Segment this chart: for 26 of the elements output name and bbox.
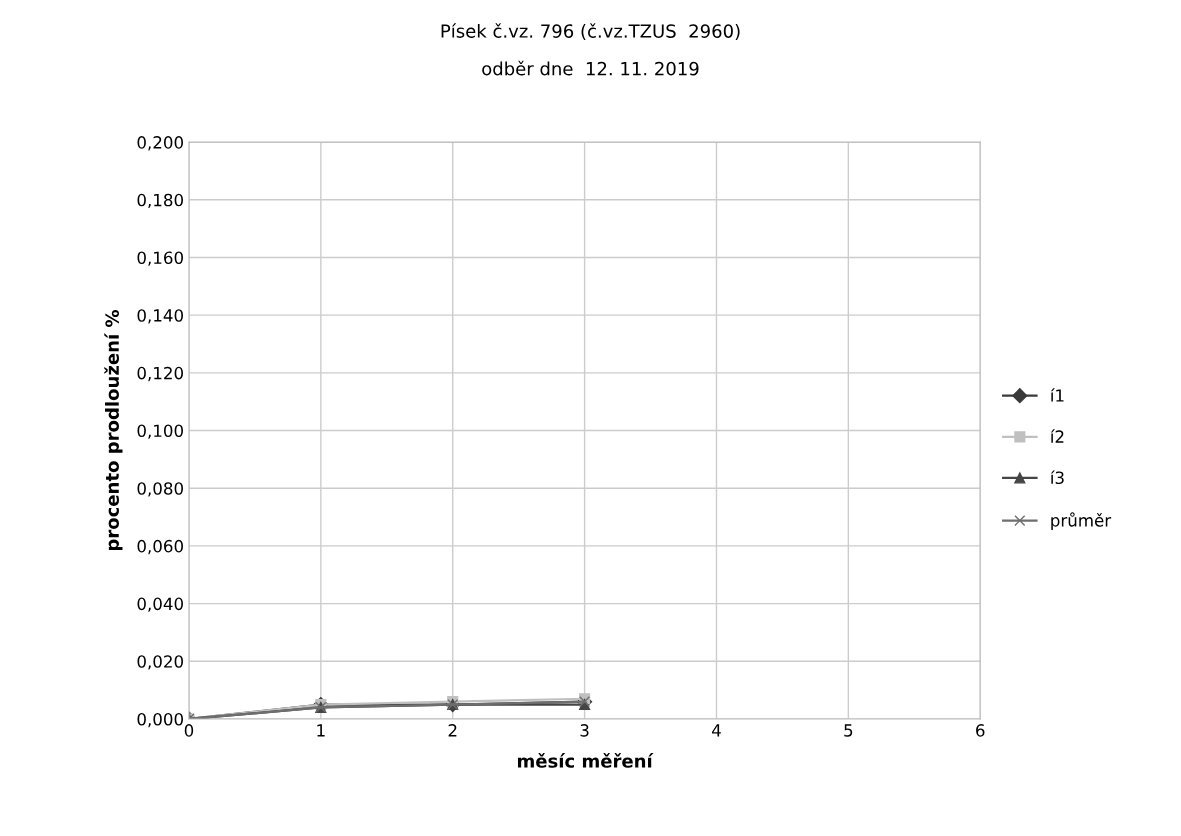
- y-tick-label: 0,040: [137, 597, 183, 612]
- y-tick-label: 0,160: [137, 251, 183, 266]
- x-tick-label: 0: [184, 724, 194, 737]
- y-tick-label: 0,020: [137, 655, 183, 670]
- x-tick-label: 2: [448, 724, 457, 737]
- x-tick-label: 3: [580, 724, 589, 737]
- y-tick-label: 0,000: [137, 712, 183, 728]
- y-tick-label: 0,100: [137, 424, 183, 439]
- chart-title: Písek č.vz. 796 (č.vz.TZUS 2960): [441, 23, 740, 40]
- y-tick-label: 0,200: [137, 136, 183, 151]
- y-tick-label: 0,060: [137, 539, 183, 555]
- chart-subtitle: odběr dne 12. 11. 2019: [482, 60, 699, 76]
- y-axis-title: procento prodloužení %: [104, 310, 123, 551]
- x-tick-label: 4: [711, 724, 721, 737]
- x-tick-label: 5: [844, 724, 853, 737]
- y-tick-label: 0,180: [137, 193, 183, 209]
- y-tick-label: 0,140: [137, 309, 183, 324]
- y-tick-label: 0,080: [137, 482, 183, 497]
- legend-label: í2: [1050, 429, 1064, 443]
- x-tick-label: 1: [317, 724, 325, 737]
- legend-label: průměr: [1051, 512, 1112, 530]
- x-tick-label: 6: [976, 724, 985, 737]
- legend-label: í3: [1050, 470, 1064, 485]
- legend-label: í1: [1050, 388, 1064, 402]
- y-tick-label: 0,120: [137, 366, 183, 382]
- x-axis-title: měsíc měření: [517, 753, 654, 768]
